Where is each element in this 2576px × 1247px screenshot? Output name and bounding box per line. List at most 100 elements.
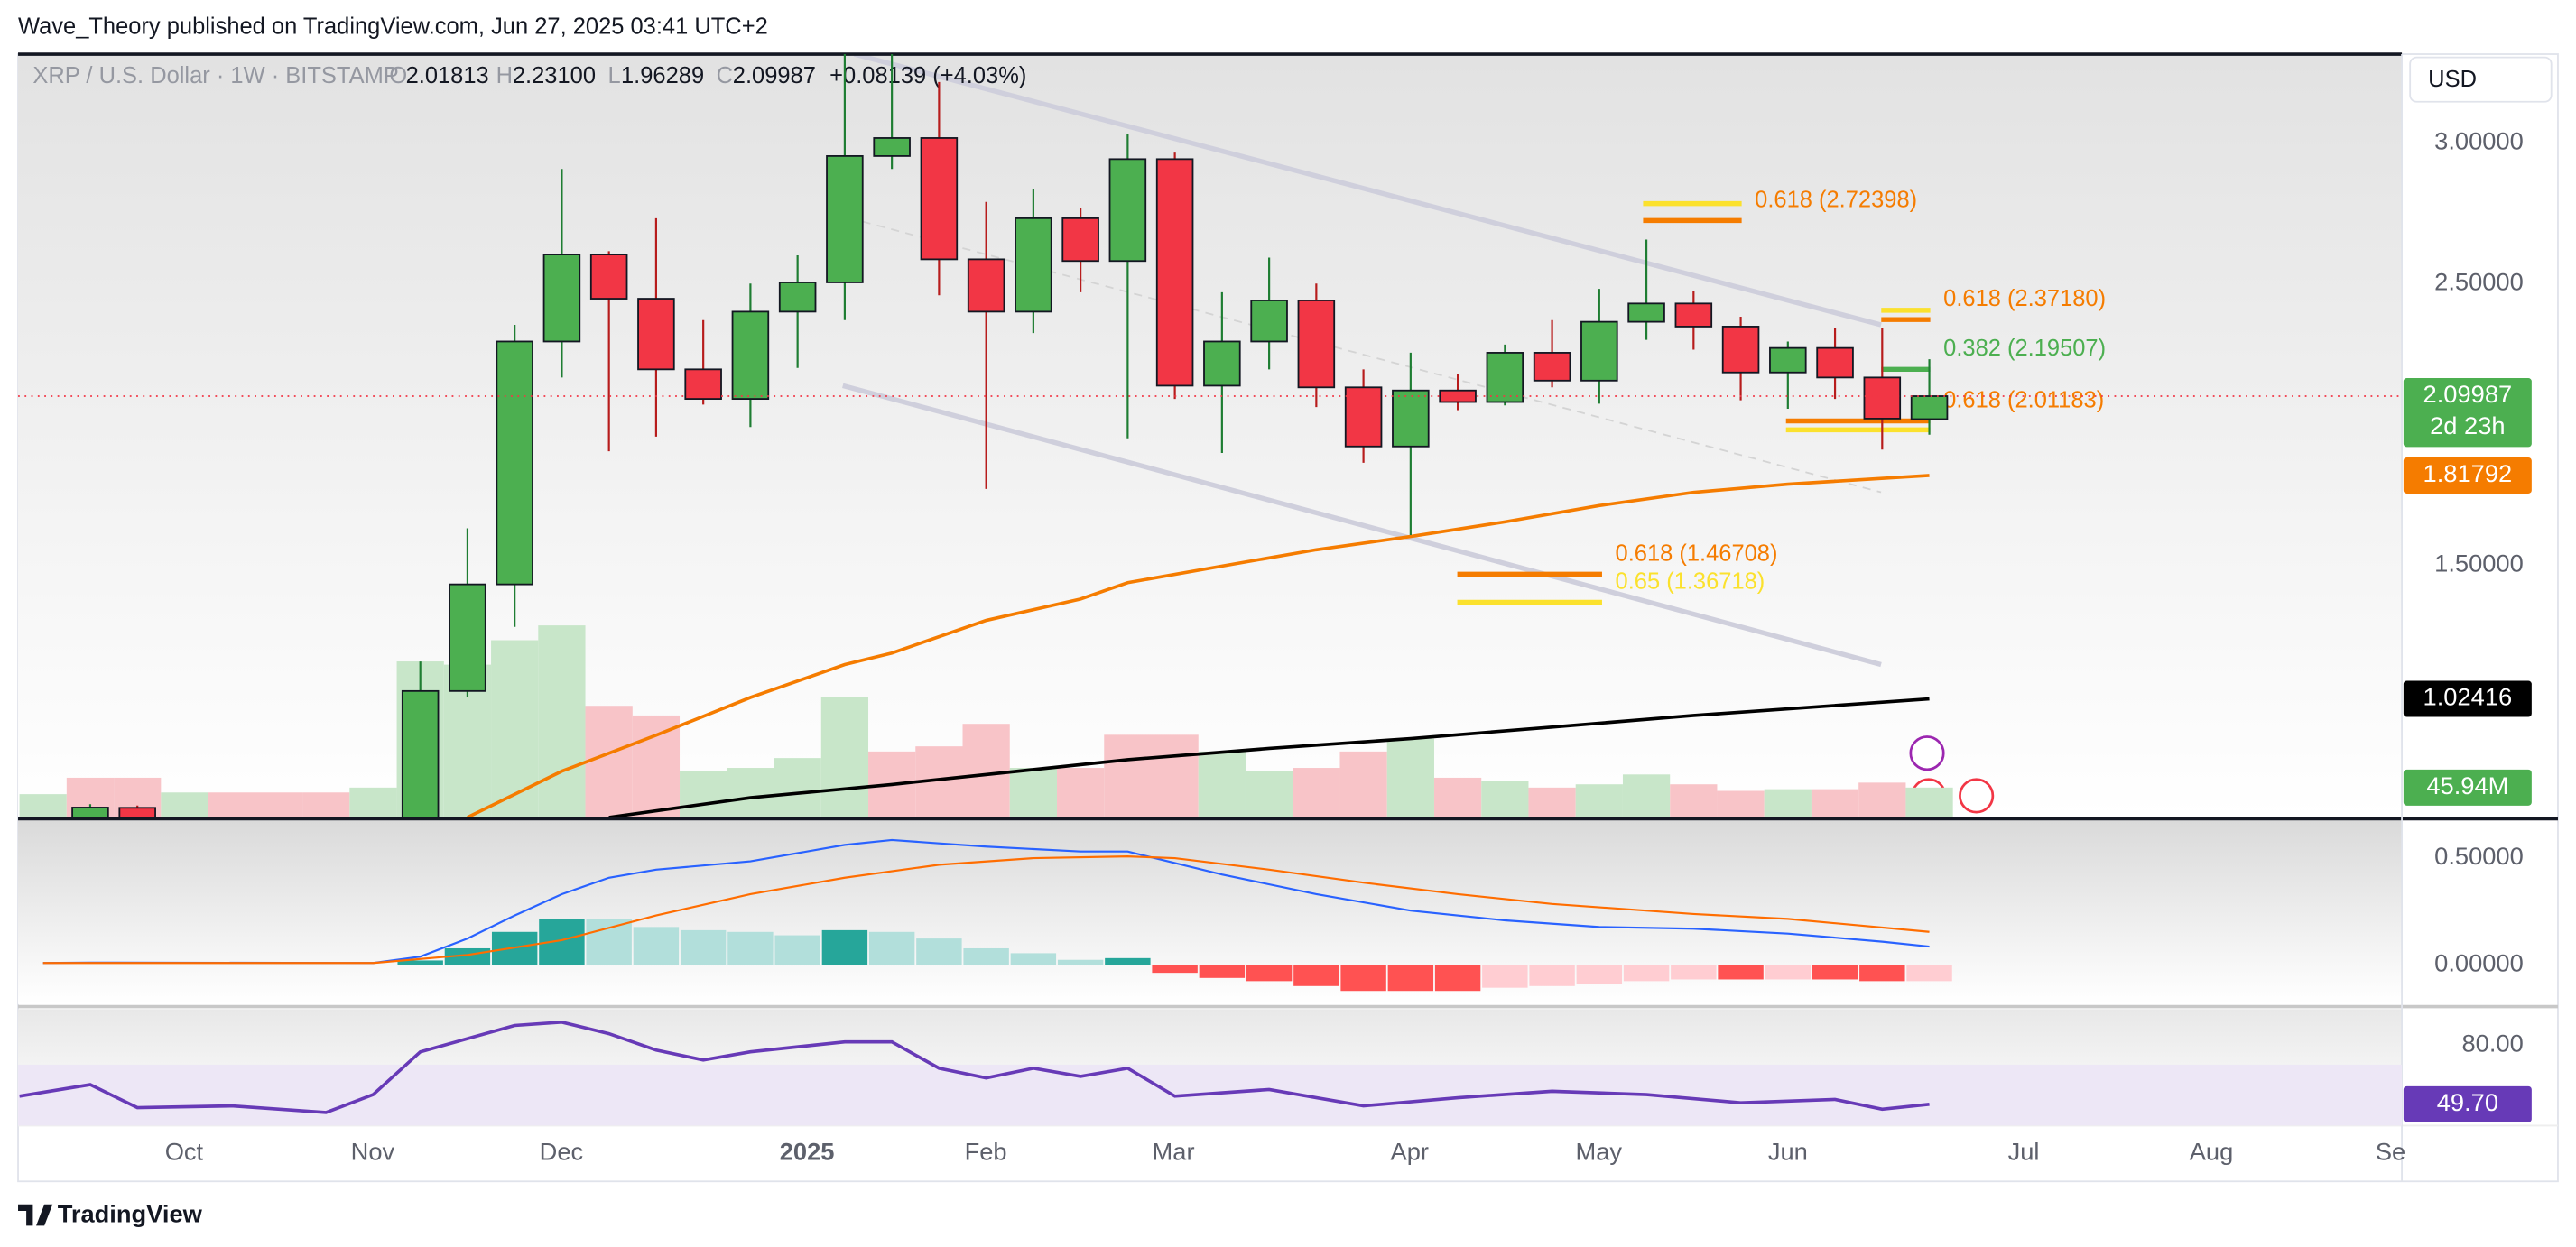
macd-histogram-bar [1057,959,1104,965]
y-tick-label: 1.50000 [2434,549,2524,577]
macd-histogram-bar [1246,965,1293,982]
macd-histogram-bar [1199,965,1246,978]
candle-body [1533,352,1571,382]
candle-body [449,583,486,692]
x-tick-label: Dec [540,1138,584,1166]
fib-label: 0.618 (2.37180) [1943,286,2106,311]
macd-histogram-bar [1671,965,1717,980]
macd-histogram-bar [586,919,632,965]
candle-body [1721,326,1760,374]
macd-histogram-bar [774,935,820,965]
channel-drawings [842,54,1882,668]
macd-histogram-bar [680,929,727,965]
price-label: 2.09987 [2423,380,2513,408]
legend-label: L [607,63,620,88]
volume-bar [255,792,303,817]
macd-histogram-bar [1906,965,1952,982]
price-pane [18,54,2403,817]
volume-bar [632,715,681,817]
candle-body [873,137,911,157]
volume-bar [1764,789,1812,817]
candle-body [826,155,864,283]
fib-label: 0.618 (1.46708) [1616,540,1778,566]
volume-bar [302,792,350,817]
legend-label: C [717,63,733,88]
macd-histogram-bar [1718,965,1764,980]
volume-bar [1245,771,1293,817]
brand-name: TradingView [58,1200,203,1228]
candle-body [1486,352,1524,403]
volume-bar [585,706,633,817]
volume-bar [1433,777,1482,817]
volume-bar [1339,751,1387,817]
price-label-box [2403,680,2532,717]
macd-histogram-bar [821,929,868,965]
macd-histogram-bar [727,931,774,965]
candle-body [542,254,581,343]
price-label: 49.70 [2437,1088,2498,1116]
price-label-box [2403,769,2532,806]
x-tick-label: Feb [965,1138,1007,1166]
candle-body [1627,302,1665,323]
x-tick-label: Oct [165,1138,204,1166]
legend-value: 2.09987 [733,63,816,88]
legend-value: 2.23100 [513,63,596,88]
price-label: 1.02416 [2423,683,2513,711]
y-tick-label: 2.50000 [2434,267,2524,295]
event-icon[interactable] [1909,735,1945,771]
currency-label[interactable]: USD [2428,67,2477,92]
volume-bar [208,792,255,817]
brand: TradingView [18,1200,203,1228]
macd-histogram-bar [1387,965,1434,992]
macd-histogram-bar [963,947,1009,965]
volume-bar [19,794,67,817]
x-tick-label: Se [2376,1138,2405,1166]
volume-bar [161,792,208,817]
fib-label: 0.65 (1.36718) [1616,568,1765,594]
candle-body [1297,300,1336,389]
volume-bar [349,787,397,817]
volume-bar [680,771,727,817]
macd-histogram-bar [633,927,680,965]
macd-histogram-bar [1765,965,1812,980]
channel-mid [862,220,1882,494]
price-label: 45.94M [2426,771,2508,799]
volume-bar [1575,784,1623,817]
currency-button[interactable] [2409,56,2553,103]
candle-body [920,137,959,261]
volume-bar [491,640,539,817]
volume-bar [1009,768,1058,817]
candle-body [71,807,109,817]
candle-body [401,689,440,817]
volume-bar [1811,789,1859,817]
candle-body [1816,346,1854,379]
macd-histogram-bar [1010,953,1057,965]
y-tick-label: 3.00000 [2434,126,2524,154]
event-icon[interactable] [1959,778,1995,814]
legend-value: 2.01813 [406,63,489,88]
x-tick-label: Mar [1153,1138,1195,1166]
y-tick-label: 80.00 [2461,1030,2523,1058]
price-label-sub: 2d 23h [2430,411,2505,439]
price-label: 1.81792 [2423,459,2513,487]
publish-note: Wave_Theory published on TradingView.com… [18,14,768,40]
pane-plot [42,838,1952,992]
legend-label: O [389,63,407,88]
rsi-line [19,1020,1930,1114]
candle-body [778,282,817,313]
x-tick-label: Nov [351,1138,395,1166]
candle-body [1580,320,1618,382]
candle-body [1769,346,1807,374]
volume-bar [1481,781,1529,817]
candle-body [1910,395,1949,420]
macd-histogram-bar [1105,957,1151,965]
volume-bar [727,768,774,817]
brand-logo [18,1204,53,1226]
candle-body [1015,217,1052,313]
x-tick-label: Jul [2008,1138,2040,1166]
volume-bar [820,697,869,817]
x-tick-label: 2025 [780,1138,835,1166]
macd-histogram-bar [1529,965,1575,986]
